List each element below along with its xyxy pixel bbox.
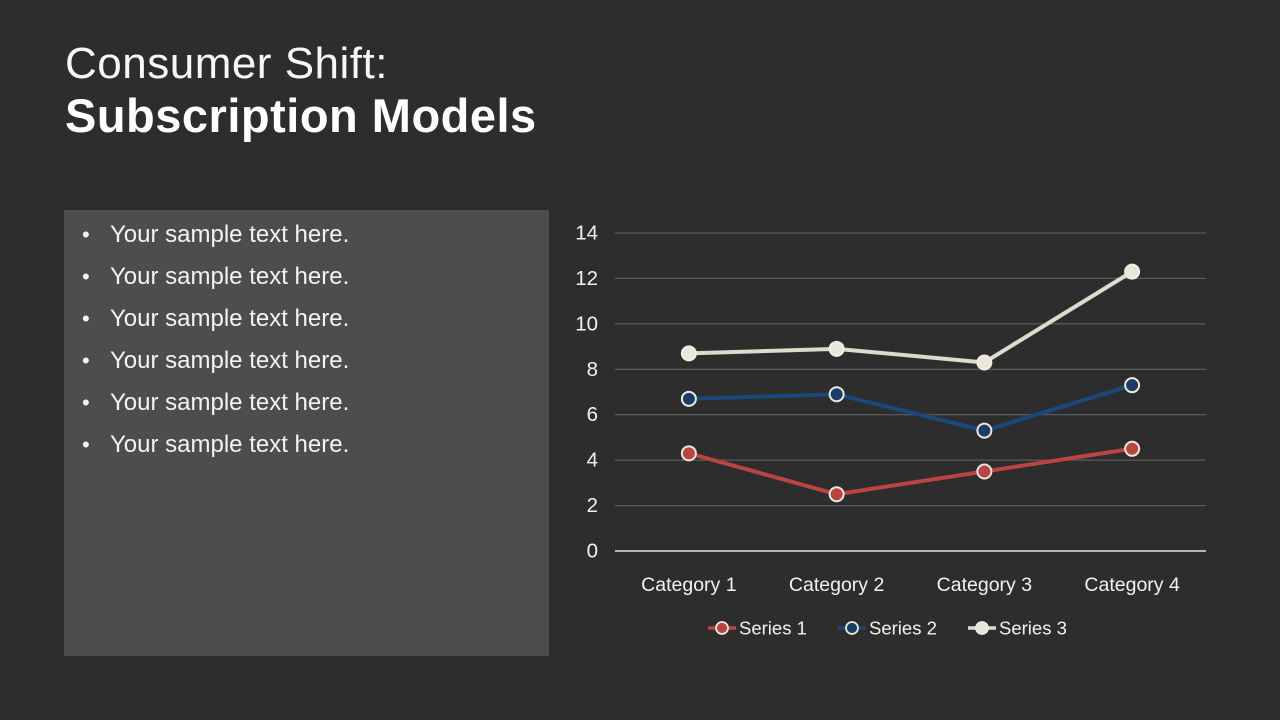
data-point-marker-series-2 xyxy=(680,390,697,407)
sample-text-panel: • Your sample text here. • Your sample text… xyxy=(64,210,549,656)
bullet-dot-icon: • xyxy=(82,348,90,373)
bullet-item: • Your sample text here. xyxy=(76,256,531,298)
legend-label: Series 3 xyxy=(999,618,1067,639)
bullet-dot-icon: • xyxy=(82,390,90,415)
bullet-dot-icon: • xyxy=(82,264,90,289)
category-label: Category 1 xyxy=(641,574,736,596)
bullet-text: Your sample text here. xyxy=(110,221,350,248)
bullet-text: Your sample text here. xyxy=(110,263,350,290)
legend-item-series-2: Series 2 xyxy=(838,618,937,639)
y-tick-label: 8 xyxy=(587,358,598,381)
y-tick-label: 2 xyxy=(587,494,598,517)
bullet-item: • Your sample text here. xyxy=(76,340,531,382)
data-point-marker-series-1 xyxy=(1124,440,1141,457)
line-chart-svg: 0 2 4 6 8 10 12 14 Category 1 Category 2 Category … xyxy=(575,222,1206,639)
bullet-list: • Your sample text here. • Your sample text… xyxy=(76,214,531,466)
bullet-dot-icon: • xyxy=(82,306,90,331)
category-label: Category 3 xyxy=(937,574,1032,596)
bullet-text: Your sample text here. xyxy=(110,347,350,374)
data-point-marker-series-3 xyxy=(976,354,993,371)
data-point-marker-series-3 xyxy=(680,345,697,362)
bullet-item: • Your sample text here. xyxy=(76,424,531,466)
data-point-marker-series-3 xyxy=(828,340,845,357)
line-chart: 0 2 4 6 8 10 12 14 Category 1 Category 2 Category … xyxy=(560,215,1220,655)
bullet-item: • Your sample text here. xyxy=(76,382,531,424)
bullet-dot-icon: • xyxy=(82,432,90,457)
series-line-series-1 xyxy=(686,446,1135,497)
series-line-series-3 xyxy=(686,269,1135,365)
bullet-text: Your sample text here. xyxy=(110,305,350,332)
series-line-series-2 xyxy=(686,383,1135,433)
legend-item-series-3: Series 3 xyxy=(968,618,1067,639)
data-point-marker-series-2 xyxy=(828,386,845,403)
data-point-marker-series-1 xyxy=(976,463,993,480)
y-tick-label: 10 xyxy=(575,312,598,335)
y-tick-label: 14 xyxy=(575,222,598,245)
data-point-marker-series-3 xyxy=(1124,263,1141,280)
y-tick-label: 6 xyxy=(587,403,598,426)
y-tick-label: 4 xyxy=(587,449,598,472)
legend-marker-icon xyxy=(845,621,859,635)
bullet-text: Your sample text here. xyxy=(110,389,350,416)
y-tick-label: 0 xyxy=(587,540,598,563)
data-point-marker-series-1 xyxy=(680,445,697,462)
bullet-item: • Your sample text here. xyxy=(76,214,531,256)
bullet-dot-icon: • xyxy=(82,222,90,247)
legend-item-series-1: Series 1 xyxy=(708,618,807,639)
legend-marker-icon xyxy=(975,621,989,635)
legend-label: Series 1 xyxy=(739,618,807,639)
bullet-text: Your sample text here. xyxy=(110,431,350,458)
category-label: Category 4 xyxy=(1084,574,1180,596)
data-point-marker-series-2 xyxy=(1124,377,1141,394)
data-point-marker-series-1 xyxy=(828,486,845,503)
data-point-marker-series-2 xyxy=(976,422,993,439)
y-tick-label: 12 xyxy=(575,267,598,290)
category-label: Category 2 xyxy=(789,574,884,596)
title-line-1: Consumer Shift: xyxy=(65,39,388,88)
legend-label: Series 2 xyxy=(869,618,937,639)
slide-title: Consumer Shift: Subscription Models xyxy=(65,38,537,143)
bullet-item: • Your sample text here. xyxy=(76,298,531,340)
legend-marker-icon xyxy=(715,621,729,635)
title-line-2: Subscription Models xyxy=(65,88,537,142)
